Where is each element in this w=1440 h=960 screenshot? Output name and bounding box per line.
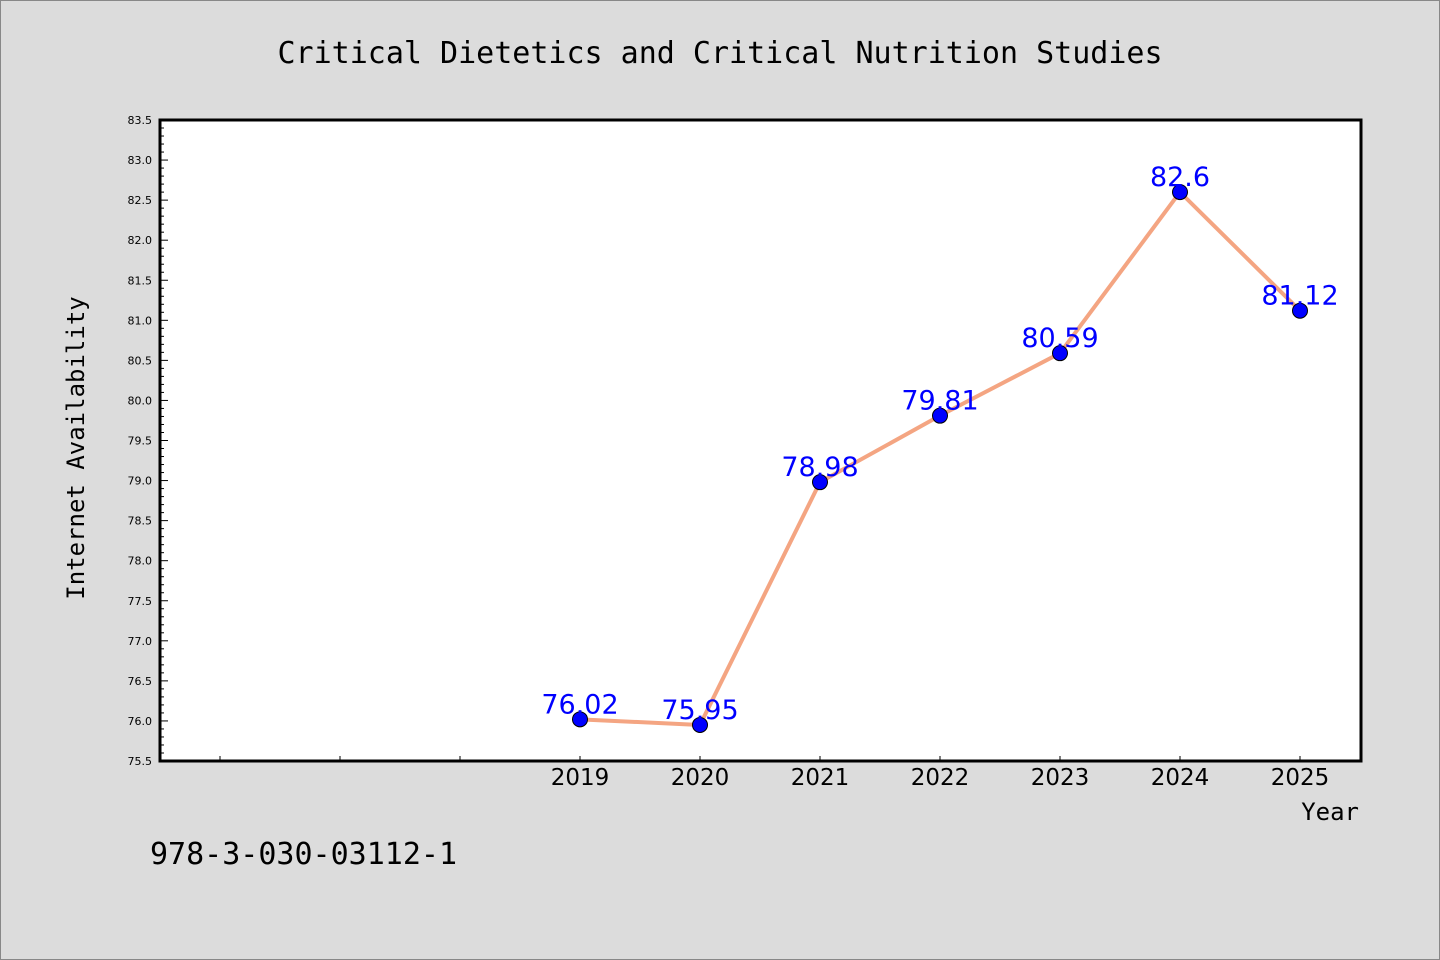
- data-label: 76.02: [541, 689, 618, 720]
- y-tick-label: 81.0: [128, 314, 153, 327]
- plot-area: [158, 118, 1363, 763]
- data-point: [1292, 302, 1308, 319]
- data-point: [1172, 184, 1188, 201]
- y-tick-label: 76.5: [128, 675, 153, 688]
- x-tick-label: 2024: [1151, 765, 1210, 791]
- data-label: 75.95: [661, 695, 738, 726]
- data-point: [812, 474, 828, 491]
- y-tick-label: 79.0: [128, 475, 153, 488]
- y-tick-label: 82.5: [128, 194, 153, 207]
- data-label: 82.6: [1150, 162, 1210, 193]
- y-tick-label: 83.0: [128, 154, 153, 167]
- y-tick-label: 80.5: [128, 354, 153, 367]
- x-axis-label: Year: [1301, 798, 1359, 826]
- y-axis: 75.5 76.0 76.5 77.0 77.5 78.0 78.5 79.0 79.5 80.0…: [128, 114, 168, 768]
- y-tick-label: 75.5: [128, 755, 153, 768]
- x-tick-label: 2021: [791, 765, 850, 791]
- data-label: 79.81: [901, 386, 978, 417]
- y-axis-label: Internet Availability: [62, 296, 90, 599]
- y-tick-label: 78.5: [128, 515, 153, 528]
- data-point: [1052, 345, 1068, 362]
- y-tick-label: 76.0: [128, 715, 153, 728]
- y-tick-label: 82.0: [128, 234, 153, 247]
- y-tick-label: 78.0: [128, 555, 153, 568]
- y-tick-label: 77.5: [128, 595, 153, 608]
- x-tick-label: 2019: [551, 765, 610, 791]
- data-label: 80.59: [1021, 323, 1098, 354]
- x-axis: 2019 2020 2021 2022 2023 2024 2025: [219, 756, 1330, 791]
- y-tick-label: 80.0: [128, 394, 153, 407]
- series-layer: 76.02 75.95 78.98 79.81 80.59 82.6 81.12: [541, 162, 1339, 733]
- data-label: 78.98: [781, 452, 858, 483]
- x-tick-label: 2022: [911, 765, 970, 791]
- data-point: [572, 711, 588, 728]
- x-tick-label: 2023: [1031, 765, 1090, 791]
- data-point: [692, 716, 708, 733]
- y-tick-label: 81.5: [128, 274, 153, 287]
- x-tick-label: 2025: [1271, 765, 1330, 791]
- y-tick-label: 83.5: [128, 114, 153, 127]
- y-tick-label: 79.5: [128, 435, 153, 448]
- y-tick-label: 77.0: [128, 635, 153, 648]
- footnote: 978-3-030-03112-1: [150, 837, 457, 872]
- data-point: [932, 407, 948, 424]
- chart-title: Critical Dietetics and Critical Nutritio…: [277, 36, 1162, 71]
- data-label: 81.12: [1261, 281, 1338, 312]
- x-tick-label: 2020: [671, 765, 730, 791]
